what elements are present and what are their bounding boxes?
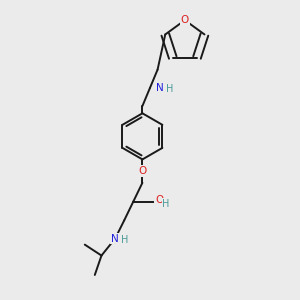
Text: N: N	[111, 234, 119, 244]
Text: O: O	[138, 166, 146, 176]
Text: N: N	[156, 83, 164, 93]
Text: O: O	[155, 195, 163, 205]
Text: H: H	[166, 84, 173, 94]
Text: H: H	[162, 199, 170, 209]
Text: O: O	[181, 15, 189, 25]
Text: H: H	[122, 235, 129, 245]
